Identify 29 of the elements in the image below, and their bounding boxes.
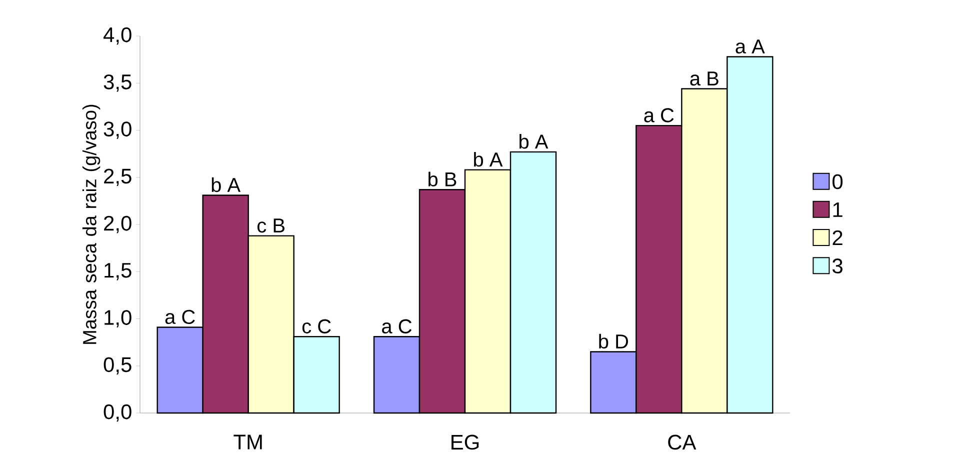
y-tick-label: 1,0 <box>104 310 132 328</box>
data-label: a C <box>165 310 195 324</box>
data-label: c C <box>302 319 331 334</box>
y-tick-label: 1,5 <box>104 263 132 280</box>
y-tick-label: 2,5 <box>104 168 132 186</box>
legend-label: 2 <box>832 230 842 246</box>
y-tick-label: 0,0 <box>104 404 132 422</box>
y-tick-label: 3,0 <box>104 122 132 139</box>
x-tick-label: TM <box>234 434 262 450</box>
y-tick-label: 4,0 <box>103 27 132 45</box>
legend-label: 3 <box>832 258 842 274</box>
data-label: b A <box>520 134 548 149</box>
legend-label: 1 <box>833 202 842 217</box>
data-label: c B <box>257 218 284 233</box>
data-label: a C <box>644 108 674 122</box>
data-label: b A <box>212 177 241 192</box>
legend-label: 0 <box>832 174 843 190</box>
data-label: a C <box>382 319 412 334</box>
y-tick-label: 2,0 <box>104 216 132 234</box>
data-label: b B <box>428 172 456 186</box>
data-label: a A <box>736 40 765 54</box>
data-label: b A <box>474 152 503 167</box>
y-tick-label: 3,5 <box>104 74 132 92</box>
y-axis-title: Massa seca da raiz (g/vaso) <box>82 104 100 344</box>
y-tick-label: 0,5 <box>104 357 132 375</box>
x-tick-label: EG <box>452 434 479 450</box>
data-label: a B <box>690 72 718 86</box>
data-label: b D <box>599 334 628 349</box>
x-tick-label: CA <box>668 434 696 450</box>
